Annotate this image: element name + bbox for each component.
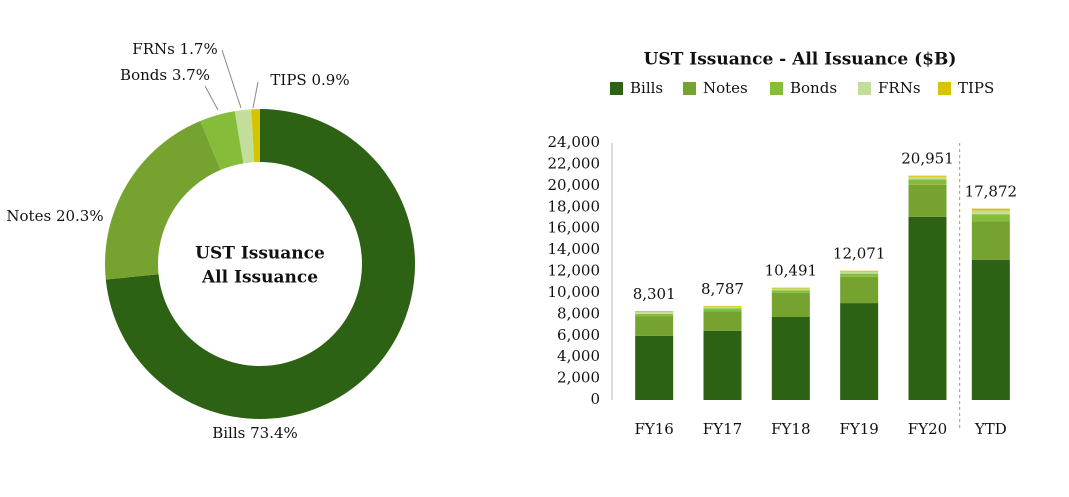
bar-segment <box>840 271 879 274</box>
leader-line <box>204 85 219 111</box>
y-tick-label: 22,000 <box>548 154 601 172</box>
legend-swatch <box>938 82 951 95</box>
donut-slice <box>200 111 244 170</box>
slice-label: Bills 73.4% <box>212 424 298 442</box>
chart-title: UST Issuance - All Issuance ($B) <box>644 50 957 70</box>
slice-value: 20.3% <box>56 207 104 225</box>
center-text: UST Issuance <box>195 244 325 264</box>
total-label: 17,872 <box>965 183 1018 201</box>
bar-segment <box>703 311 742 331</box>
bar-segment <box>908 216 947 400</box>
donut-slice <box>105 120 221 280</box>
y-tick-label: 2,000 <box>557 369 600 387</box>
legend-label: Bills <box>630 79 663 97</box>
total-label: 20,951 <box>901 150 954 168</box>
y-tick-label: 8,000 <box>557 304 600 322</box>
y-tick-label: 10,000 <box>548 283 601 301</box>
bar-segment <box>771 317 810 400</box>
legend-label: Bonds <box>790 79 837 97</box>
bar-segment <box>971 259 1010 400</box>
slice-name: Bonds <box>120 66 167 84</box>
x-tick-label: FY16 <box>634 420 673 438</box>
bar-segment <box>771 292 810 318</box>
x-tick-label: FY18 <box>771 420 810 438</box>
bar-segment <box>635 311 674 313</box>
slice-label: FRNs 1.7% <box>132 40 217 58</box>
bar-segment <box>908 175 947 177</box>
leader-line <box>221 49 242 109</box>
donut-slice <box>105 109 416 420</box>
x-tick-label: FY20 <box>908 420 947 438</box>
slice-value: 0.9% <box>311 71 349 89</box>
total-label: 8,787 <box>701 280 744 298</box>
y-tick-label: 0 <box>590 390 600 408</box>
y-tick-label: 16,000 <box>548 219 601 237</box>
slice-name: Notes <box>6 207 51 225</box>
slice-value: 3.7% <box>172 66 210 84</box>
bar-segment <box>840 276 879 304</box>
bar-segment <box>840 270 879 272</box>
donut-slice <box>234 109 255 164</box>
x-tick-label: YTD <box>974 420 1007 438</box>
bar-segment <box>771 288 810 291</box>
slice-name: Bills <box>212 424 245 442</box>
bar-segment <box>908 179 947 185</box>
slice-label: Notes 20.3% <box>6 207 103 225</box>
bar-segment <box>703 306 742 309</box>
x-tick-label: FY17 <box>703 420 742 438</box>
bar-segment <box>703 330 742 400</box>
bar-segment <box>971 214 1010 222</box>
bar-segment <box>971 208 1010 211</box>
legend-swatch <box>858 82 871 95</box>
slice-value: 73.4% <box>250 424 298 442</box>
bar-segment <box>703 305 742 307</box>
bar-segment <box>840 303 879 400</box>
legend-label: TIPS <box>958 79 994 97</box>
total-label: 10,491 <box>765 262 818 280</box>
bar-segment <box>908 184 947 217</box>
slice-name: FRNs <box>132 40 175 58</box>
bar-segment <box>703 308 742 312</box>
legend-label: FRNs <box>878 79 921 97</box>
legend-swatch <box>770 82 783 95</box>
bar-segment <box>971 221 1010 260</box>
slice-label: Bonds 3.7% <box>120 66 210 84</box>
bar-segment <box>908 176 947 180</box>
bar-segment <box>635 313 674 317</box>
bar-segment <box>635 335 674 400</box>
bar-segment <box>771 290 810 293</box>
bar-segment <box>635 316 674 336</box>
y-tick-label: 14,000 <box>548 240 601 258</box>
legend-swatch <box>683 82 696 95</box>
total-label: 8,301 <box>633 285 676 303</box>
legend-label: Notes <box>703 79 748 97</box>
y-tick-label: 18,000 <box>548 197 601 215</box>
leader-line <box>252 81 259 109</box>
y-tick-label: 4,000 <box>557 347 600 365</box>
slice-label: TIPS 0.9% <box>270 71 349 89</box>
bar-segment <box>840 273 879 277</box>
bar-segment <box>771 287 810 289</box>
y-tick-label: 24,000 <box>548 133 601 151</box>
y-tick-label: 6,000 <box>557 326 600 344</box>
center-text: All Issuance <box>201 268 318 288</box>
bar-segment <box>971 210 1010 215</box>
y-tick-label: 12,000 <box>548 262 601 280</box>
slice-value: 1.7% <box>180 40 218 58</box>
x-tick-label: FY19 <box>839 420 878 438</box>
total-label: 12,071 <box>833 245 886 263</box>
slice-name: TIPS <box>270 71 306 89</box>
legend-swatch <box>610 82 623 95</box>
y-tick-label: 20,000 <box>548 176 601 194</box>
donut-slice <box>251 109 260 163</box>
bar-segment <box>635 312 674 314</box>
